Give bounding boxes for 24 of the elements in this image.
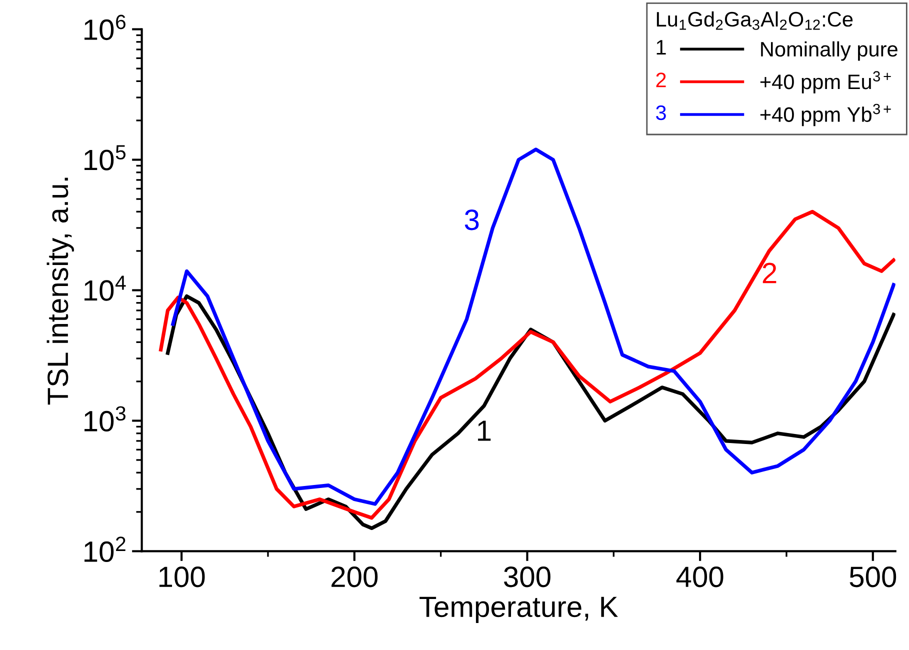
legend-label: +40 ppm Eu$^{3+}$: [760, 71, 891, 94]
y-tick-label: 10$^{5}$: [84, 145, 126, 170]
x-tick-label: 100: [159, 566, 205, 588]
annotation: 1: [478, 420, 491, 441]
text: Lu$_{1}$Gd$_{2}$Ga$_{3}$Al$_{2}$O$_{12}$:Ce: [656, 11, 853, 30]
text: 3: [656, 105, 666, 120]
annotation: 3: [464, 210, 479, 230]
y-tick-label: 10$^{3}$: [84, 406, 126, 432]
line-series: [159, 210, 896, 520]
x-axis-title: Temperature, K: [420, 596, 618, 623]
legend-label: Nominally pure: [761, 41, 898, 61]
x-tick-label: 300: [504, 566, 550, 588]
legend-label: +40 ppm Yb$^{3+}$: [760, 104, 891, 126]
x-tick-label: 400: [676, 566, 724, 588]
text: 1: [656, 40, 666, 55]
x-tick-label: 500: [850, 566, 896, 588]
x-tick-label: 200: [332, 566, 378, 588]
y-tick-label: 10$^{4}$: [84, 276, 126, 301]
y-tick-label: 10$^{6}$: [84, 14, 126, 40]
annotation: 2: [762, 262, 776, 284]
y-axis-title: TSL intensity, a.u.: [46, 178, 74, 405]
y-tick-label: 10$^{2}$: [84, 536, 126, 562]
line-series: [171, 148, 896, 506]
text: 2: [656, 72, 666, 88]
